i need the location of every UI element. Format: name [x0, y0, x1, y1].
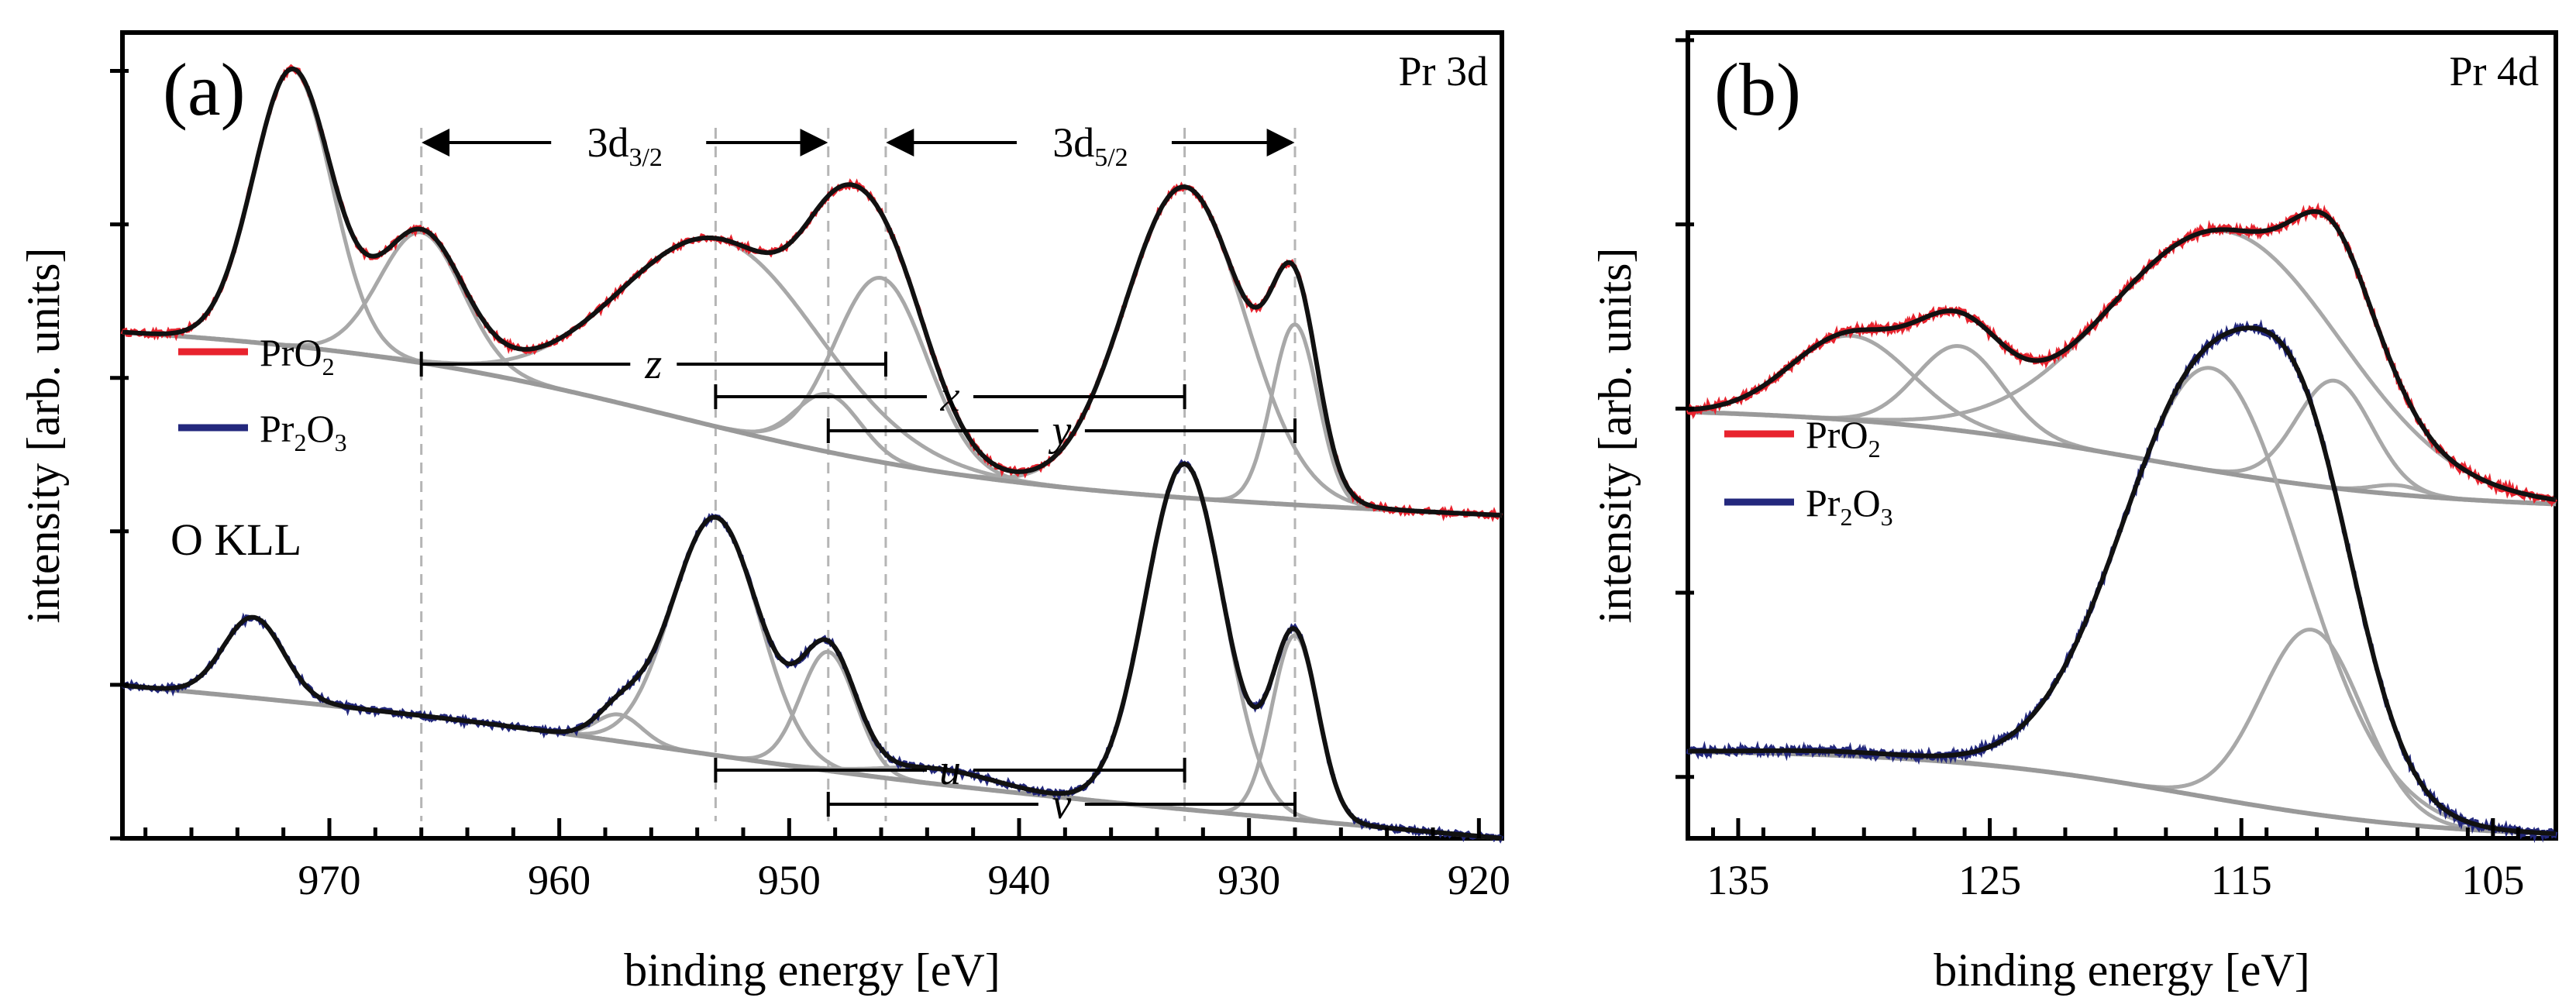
x-tick-label: 940	[988, 857, 1051, 903]
label-3d52: 3d5/2	[1052, 119, 1128, 172]
o-kll-label: O KLL	[170, 514, 301, 565]
x-tick-label: 135	[1706, 857, 1769, 903]
panel-a-xlabel: binding energy [eV]	[624, 944, 1000, 996]
panel-a-title: Pr 3d	[1398, 48, 1488, 95]
panel-b: 135 125 115 105 (b) Pr 4d binding energy [e…	[1589, 30, 2558, 996]
x-tick-label: 115	[2211, 857, 2272, 903]
panel-b-legend: PrO2 Pr2O3	[1724, 413, 1893, 531]
panel-a-ticks: 970 960 950 940 930 920	[110, 69, 1510, 903]
panel-b-ticks: 135 125 115 105	[1675, 38, 2524, 903]
x-tick-label: 920	[1448, 857, 1510, 903]
fit-envelope-pro2	[122, 66, 1503, 518]
fit-envelope-pr2o3	[1688, 325, 2557, 836]
x-tick-label: 970	[298, 857, 361, 903]
data-series-pro2	[1686, 202, 2557, 507]
x-tick-label: 930	[1217, 857, 1280, 903]
separation-label-y: y	[1048, 407, 1071, 455]
x-tick-label: 125	[1958, 857, 2021, 903]
background-line-pro2	[1688, 409, 2557, 507]
panel-b-ylabel: intensity [arb. units]	[1589, 248, 1641, 624]
panel-b-label: (b)	[1714, 48, 1801, 131]
fit-envelope-pr2o3	[122, 461, 1503, 841]
panel-a-guide-lines	[420, 128, 1297, 821]
panel-b-xlabel: binding energy [eV]	[1934, 944, 2309, 996]
legend-b-label-pro2: PrO2	[1806, 413, 1881, 463]
legend-b-label-pr2o3: Pr2O3	[1806, 481, 1893, 531]
separation-label-z: z	[644, 340, 662, 388]
legend-a-label-pro2: PrO2	[260, 331, 335, 380]
fit-component-1-3	[1688, 229, 2557, 502]
x-tick-label: 950	[758, 857, 821, 903]
data-series-pr2o3	[1686, 318, 2558, 844]
panel-a-frame	[120, 30, 1504, 841]
separation-label-x: x	[940, 373, 960, 421]
background-line-pr2o3	[1688, 749, 2556, 837]
panel-a-label: (a)	[163, 48, 246, 131]
panel-b-frame	[1686, 30, 2558, 841]
separation-label-u: u	[939, 746, 961, 794]
panel-b-title: Pr 4d	[2449, 48, 2539, 95]
separation-label-v: v	[1052, 780, 1071, 828]
label-3d32: 3d3/2	[587, 119, 662, 172]
panel-a-brackets: z x y u v	[419, 129, 1297, 828]
panel-b-curves	[1686, 202, 2558, 844]
x-tick-label: 105	[2461, 857, 2524, 903]
background-line-pro2	[122, 329, 1503, 518]
fit-envelope-pro2	[1687, 209, 2557, 503]
x-tick-label: 960	[528, 857, 591, 903]
panel-a: z x y u v 970 960 950 940 930 920 (a) Pr 3d bindi…	[18, 30, 1510, 996]
panel-a-legend: PrO2 Pr2O3	[178, 331, 347, 456]
panel-a-ylabel: intensity [arb. units]	[18, 248, 69, 624]
legend-a-label-pr2o3: Pr2O3	[260, 407, 347, 456]
